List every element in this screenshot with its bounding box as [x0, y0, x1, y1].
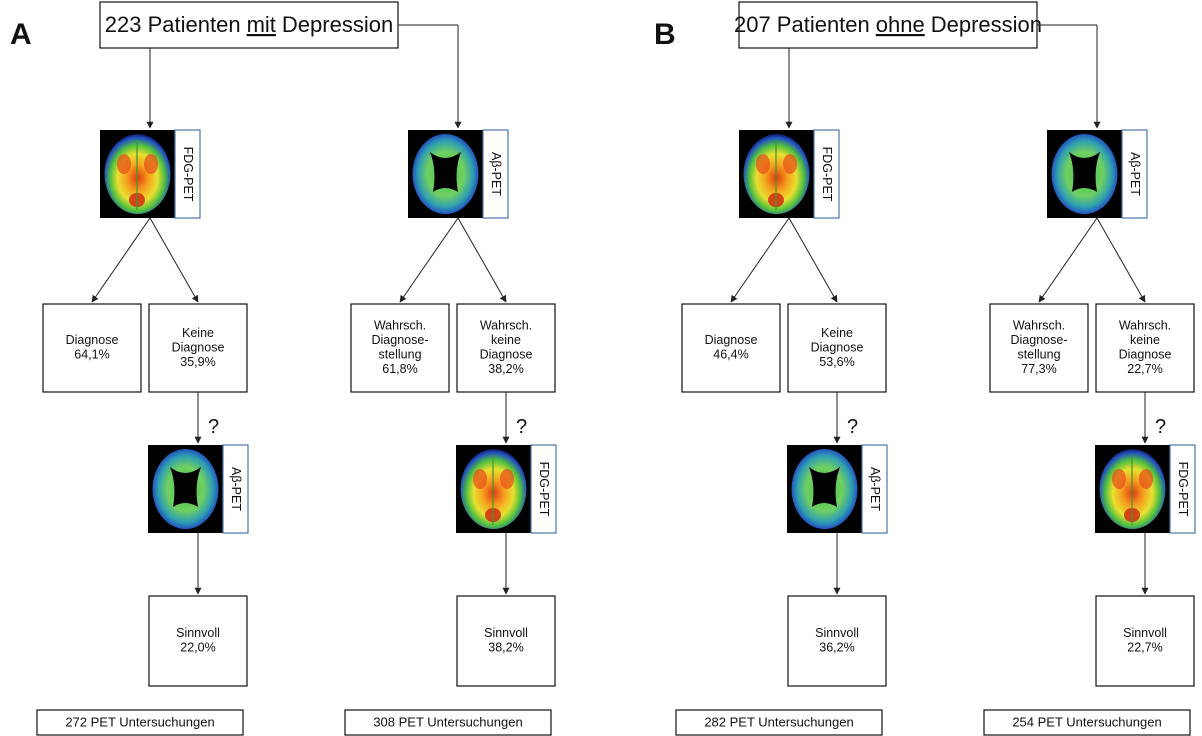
box-text: 64,1%: [74, 348, 109, 362]
box-text: Diagnose: [66, 333, 119, 347]
pet-image: [100, 130, 175, 218]
box-text: Wahrsch.: [1119, 319, 1171, 333]
panel-letter: B: [654, 18, 676, 51]
box-text: Diagnose: [1119, 348, 1172, 362]
pet-image: [739, 130, 814, 218]
box-text: Sinnvoll: [176, 626, 220, 640]
box-text: 46,4%: [713, 348, 748, 362]
flow-diagram: A223 PatientenmitDepressionFDG-PETDiagno…: [0, 0, 1202, 736]
box-text: Keine: [821, 326, 853, 340]
question-mark: ?: [847, 416, 858, 438]
total-text: 254 PET Untersuchungen: [1012, 714, 1161, 729]
box-text: Diagnose-: [372, 333, 429, 347]
arrow: [789, 218, 837, 302]
scan-label: FDG-PET: [820, 147, 834, 202]
total-text: 272 PET Untersuchungen: [65, 714, 214, 729]
header-emphasis: mit: [247, 12, 276, 37]
arrow: [150, 218, 198, 302]
scan-label: Aβ-PET: [229, 467, 243, 511]
scan-label: FDG-PET: [537, 462, 551, 517]
pet-image: [1095, 445, 1170, 533]
total-text: 308 PET Untersuchungen: [373, 714, 522, 729]
scan-label: FDG-PET: [181, 147, 195, 202]
total-text: 282 PET Untersuchungen: [704, 714, 853, 729]
box-text: stellung: [378, 348, 421, 362]
box-text: Sinnvoll: [815, 626, 859, 640]
pet-image: [408, 130, 483, 218]
pet-image: [456, 445, 531, 533]
arrow: [1097, 218, 1145, 302]
box-text: 53,6%: [819, 355, 854, 369]
box-text: 22,0%: [180, 641, 215, 655]
arrow: [458, 218, 506, 302]
panel-letter: A: [10, 18, 32, 51]
box-text: keine: [491, 333, 521, 347]
question-mark: ?: [1155, 416, 1166, 438]
box-text: 38,2%: [488, 362, 523, 376]
box-text: Keine: [182, 326, 214, 340]
box-text: Wahrsch.: [1013, 319, 1065, 333]
box-text: stellung: [1017, 348, 1060, 362]
box-text: 38,2%: [488, 641, 523, 655]
scan-label: FDG-PET: [1176, 462, 1190, 517]
box-text: Diagnose: [705, 333, 758, 347]
scan-label: Aβ-PET: [1128, 152, 1142, 196]
box-text: 35,9%: [180, 355, 215, 369]
pet-image: [148, 445, 223, 533]
box-text: 61,8%: [382, 362, 417, 376]
box-text: keine: [1130, 333, 1160, 347]
pet-image: [1047, 130, 1122, 218]
box-text: Diagnose-: [1011, 333, 1068, 347]
box-text: 22,7%: [1127, 362, 1162, 376]
arrow: [1039, 218, 1097, 302]
box-text: Wahrsch.: [374, 319, 426, 333]
box-text: Sinnvoll: [484, 626, 528, 640]
box-text: Wahrsch.: [480, 319, 532, 333]
box-text: Diagnose: [480, 348, 533, 362]
box-text: 36,2%: [819, 641, 854, 655]
scan-label: Aβ-PET: [868, 467, 882, 511]
header-part: 223 Patienten: [105, 12, 241, 37]
pet-image: [787, 445, 862, 533]
header-part: 207 Patienten: [734, 12, 870, 37]
box-text: 77,3%: [1021, 362, 1056, 376]
box-text: 22,7%: [1127, 641, 1162, 655]
box-text: Diagnose: [811, 340, 864, 354]
arrow: [92, 218, 150, 302]
header-part: Depression: [282, 12, 393, 37]
arrow: [731, 218, 789, 302]
question-mark: ?: [208, 416, 219, 438]
box-text: Diagnose: [172, 340, 225, 354]
header-emphasis: ohne: [876, 12, 925, 37]
scan-label: Aβ-PET: [489, 152, 503, 196]
question-mark: ?: [516, 416, 527, 438]
header-part: Depression: [931, 12, 1042, 37]
arrow: [400, 218, 458, 302]
box-text: Sinnvoll: [1123, 626, 1167, 640]
